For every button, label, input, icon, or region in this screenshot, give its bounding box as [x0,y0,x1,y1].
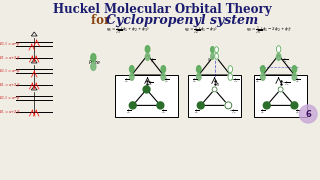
Ellipse shape [161,66,165,73]
Ellipse shape [130,66,134,73]
Ellipse shape [215,53,219,59]
Text: $\psi_3=\frac{1}{\sqrt{6}}(\phi_1-2\phi_2+\phi_3)$: $\psi_3=\frac{1}{\sqrt{6}}(\phi_1-2\phi_… [246,25,292,37]
Circle shape [129,102,136,109]
Text: $\frac{1}{\sqrt{3}}$: $\frac{1}{\sqrt{3}}$ [149,56,155,65]
Bar [188,75,241,117]
Text: 6: 6 [305,109,311,118]
Text: $-\frac{2}{\sqrt{6}}$: $-\frac{2}{\sqrt{6}}$ [280,56,288,65]
Text: $-\frac{1}{\sqrt{2}}$: $-\frac{1}{\sqrt{2}}$ [231,76,240,85]
Ellipse shape [228,66,233,73]
Bar [115,75,178,117]
Ellipse shape [196,66,201,73]
Circle shape [212,87,217,92]
Circle shape [299,105,317,123]
Text: Prize: Prize [88,60,100,64]
Ellipse shape [91,54,96,62]
Ellipse shape [260,73,265,80]
Circle shape [157,102,164,109]
Text: $E_{2,3}{=}\alpha{-}\beta$: $E_{2,3}{=}\alpha{-}\beta$ [0,40,21,48]
Ellipse shape [292,73,297,80]
Text: $E_{2,3}{=}\alpha{-}\beta$: $E_{2,3}{=}\alpha{-}\beta$ [0,67,21,75]
Text: Cyclopropenyl system: Cyclopropenyl system [106,14,259,27]
Ellipse shape [145,46,150,53]
Text: $0$: $0$ [207,56,211,63]
Text: $\frac{1}{\sqrt{3}}$: $\frac{1}{\sqrt{3}}$ [124,76,130,85]
Ellipse shape [276,53,281,60]
Text: $\psi_1=\frac{1}{\sqrt{3}}(\phi_1+\phi_2+\phi_3)$: $\psi_1=\frac{1}{\sqrt{3}}(\phi_1+\phi_2… [106,25,150,37]
Ellipse shape [211,47,214,53]
Ellipse shape [292,66,297,73]
Text: $-\frac{2}{\sqrt{6}}$: $-\frac{2}{\sqrt{6}}$ [282,79,290,88]
Text: $\frac{1}{\sqrt{3}}$: $\frac{1}{\sqrt{3}}$ [126,106,132,116]
Ellipse shape [161,73,165,80]
Text: $\frac{1}{\sqrt{2}}$: $\frac{1}{\sqrt{2}}$ [194,106,200,116]
Text: $\frac{1}{\sqrt{6}}$: $\frac{1}{\sqrt{6}}$ [295,76,301,85]
Ellipse shape [145,53,150,60]
Text: $\frac{1}{\sqrt{6}}$: $\frac{1}{\sqrt{6}}$ [255,76,261,85]
Ellipse shape [130,73,134,80]
Circle shape [143,86,150,93]
Text: $E_1{=}\alpha{+}2\beta$: $E_1{=}\alpha{+}2\beta$ [0,108,20,116]
Text: $E_1{=}\alpha{+}2\beta$: $E_1{=}\alpha{+}2\beta$ [0,81,20,89]
Text: $E_1{=}\alpha{+}2\beta$: $E_1{=}\alpha{+}2\beta$ [0,54,20,62]
Ellipse shape [215,47,219,53]
Text: $-\frac{1}{\sqrt{2}}$: $-\frac{1}{\sqrt{2}}$ [229,106,238,116]
Ellipse shape [91,62,96,70]
Circle shape [197,102,204,109]
Circle shape [225,102,232,109]
Ellipse shape [228,73,233,80]
Ellipse shape [276,46,281,53]
Text: $\frac{1}{\sqrt{2}}$: $\frac{1}{\sqrt{2}}$ [192,76,198,85]
Bar [254,75,307,117]
Ellipse shape [260,66,265,73]
Text: $\frac{1}{\sqrt{6}}$: $\frac{1}{\sqrt{6}}$ [260,106,266,116]
Circle shape [263,102,270,109]
Text: $0$: $0$ [216,81,220,88]
Circle shape [278,87,283,92]
Ellipse shape [196,73,201,80]
Text: $\frac{1}{\sqrt{3}}$: $\frac{1}{\sqrt{3}}$ [161,106,167,116]
Ellipse shape [211,53,214,59]
Text: $\psi_2=\frac{1}{\sqrt{2}}(\phi_1-\phi_3)$: $\psi_2=\frac{1}{\sqrt{2}}(\phi_1-\phi_3… [184,25,218,37]
Text: $E_{2,3}{=}\alpha{-}\beta$: $E_{2,3}{=}\alpha{-}\beta$ [0,94,21,102]
Text: $\frac{1}{\sqrt{6}}$: $\frac{1}{\sqrt{6}}$ [295,106,301,116]
Text: $\frac{1}{\sqrt{3}}$: $\frac{1}{\sqrt{3}}$ [148,79,153,88]
Text: Huckel Molecular Orbital Theory: Huckel Molecular Orbital Theory [53,3,272,16]
Circle shape [291,102,298,109]
Text: $\frac{1}{\sqrt{3}}$: $\frac{1}{\sqrt{3}}$ [164,76,170,85]
Text: for: for [92,14,115,27]
